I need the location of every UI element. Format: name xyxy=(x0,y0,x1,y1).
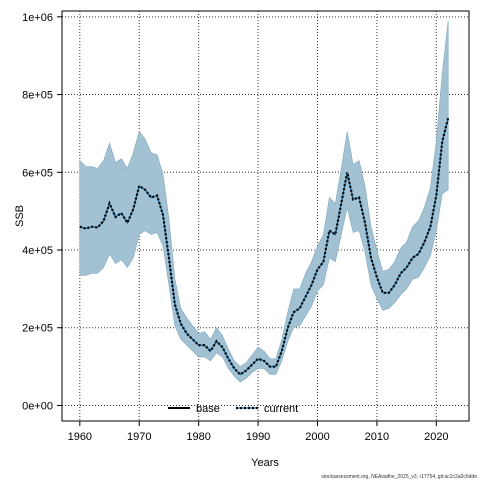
current-series-line-accent xyxy=(79,117,449,376)
x-tick-label: 1970 xyxy=(127,431,151,443)
y-tick-label: 8e+05 xyxy=(22,90,53,102)
confidence-band xyxy=(79,20,449,383)
y-tick-label: 6e+05 xyxy=(22,167,53,179)
x-tick-label: 1960 xyxy=(68,431,92,443)
current-series-line xyxy=(79,117,450,376)
y-tick-label: 2e+05 xyxy=(22,323,53,335)
legend-label-base: base xyxy=(196,403,220,415)
y-axis-title: SSB xyxy=(14,205,26,227)
y-tick-label: 1e+06 xyxy=(22,12,53,24)
legend: base current xyxy=(168,403,298,415)
x-axis: 1960 1970 1980 1990 2000 2010 2020 xyxy=(68,421,449,443)
x-tick-label: 2000 xyxy=(305,431,329,443)
x-tick-label: 1980 xyxy=(186,431,210,443)
plot-frame xyxy=(61,10,470,422)
legend-label-current: current xyxy=(264,403,298,415)
x-axis-title: Years xyxy=(251,457,279,469)
y-tick-label: 4e+05 xyxy=(22,245,53,257)
y-tick-label: 0e+00 xyxy=(22,400,53,412)
confidence-band-layer xyxy=(79,20,449,383)
footer-note: stockassessment.org, NEAsaithe_2025_v3, … xyxy=(321,474,477,480)
x-tick-label: 2010 xyxy=(365,431,389,443)
x-tick-label: 2020 xyxy=(424,431,448,443)
x-tick-label: 1990 xyxy=(246,431,270,443)
y-axis: 0e+00 2e+05 4e+05 6e+05 8e+05 1e+06 xyxy=(22,12,62,412)
series-line-layer xyxy=(79,117,450,376)
